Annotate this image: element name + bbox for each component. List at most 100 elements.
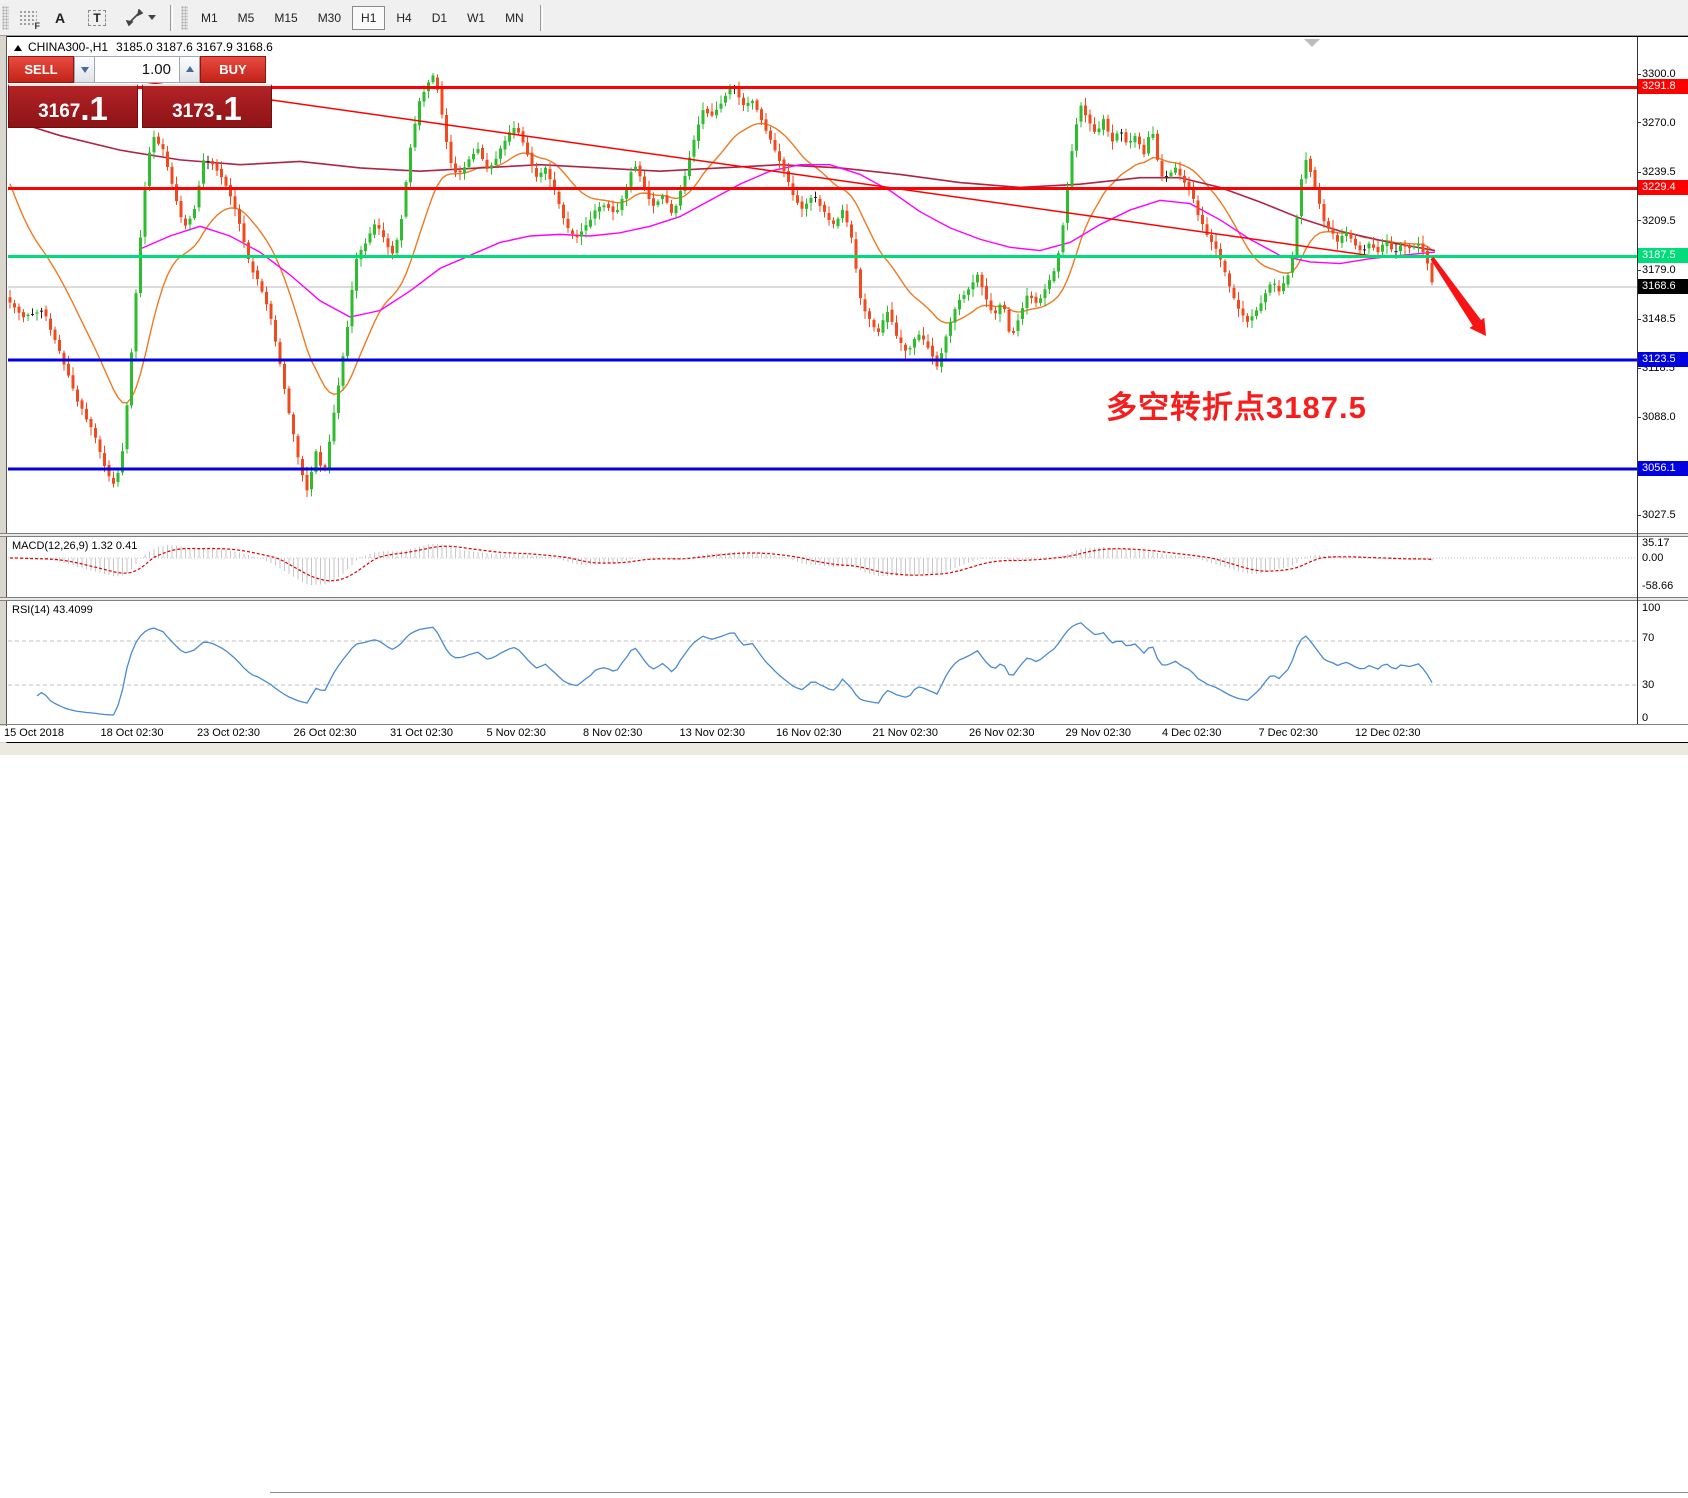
chart-ohlc-readout: 3185.0 3187.6 3167.9 3168.6 bbox=[116, 40, 273, 54]
buy-button[interactable]: BUY bbox=[200, 56, 266, 83]
timeframe-button-H1[interactable]: H1 bbox=[352, 5, 386, 30]
time-label-8: 16 Nov 02:30 bbox=[776, 727, 842, 739]
volume-increase-button[interactable] bbox=[179, 56, 200, 83]
buy-price-fraction: .1 bbox=[214, 90, 242, 127]
sell-price-display[interactable]: 3167 .1 bbox=[8, 84, 138, 128]
price-tick-3209.5: 3209.5 bbox=[1642, 214, 1676, 227]
price-tick-dash bbox=[1637, 318, 1641, 320]
spinner-up-icon bbox=[185, 62, 194, 72]
time-label-0: 15 Oct 2018 bbox=[4, 727, 64, 739]
time-label-5: 5 Nov 02:30 bbox=[486, 727, 546, 739]
one-click-trading-panel: SELL BUY 3167 .1 3173 .1 bbox=[8, 56, 272, 128]
rsi-panel-canvas[interactable] bbox=[8, 601, 1637, 724]
panel-separator bbox=[0, 724, 1688, 725]
timeframe-button-W1[interactable]: W1 bbox=[467, 10, 486, 25]
chart-title: CHINA300-,H1 3185.0 3187.6 3167.9 3168.6 bbox=[14, 40, 273, 54]
sell-price-fraction: .1 bbox=[80, 90, 108, 127]
panel-separator[interactable] bbox=[0, 597, 1688, 601]
time-label-11: 29 Nov 02:30 bbox=[1065, 727, 1131, 739]
price-tick-3148.5: 3148.5 bbox=[1642, 313, 1676, 326]
panel-separator[interactable] bbox=[0, 533, 1688, 537]
macd-axis-label--58.66: -58.66 bbox=[1642, 580, 1674, 592]
cursor-arrow-icon[interactable]: A bbox=[54, 9, 66, 26]
rsi-axis-label-30: 30 bbox=[1642, 679, 1655, 691]
timeframe-button-M15[interactable]: M15 bbox=[274, 10, 298, 25]
timeframe-group: M1 M5 M15 M30 H1 H4 D1 W1 MN bbox=[191, 5, 534, 30]
timeframe-button-M30[interactable]: M30 bbox=[317, 10, 342, 25]
price-tick-3270.0: 3270.0 bbox=[1642, 116, 1676, 129]
toolbar: F A T M1 M5 M15 M30 H1 H4 D1 W1 MN bbox=[0, 0, 1688, 36]
main-chart-canvas[interactable] bbox=[8, 37, 1637, 533]
grid-icon-letter: F bbox=[33, 20, 41, 31]
price-tick-3088.0: 3088.0 bbox=[1642, 411, 1676, 424]
sell-price-main: 3167 bbox=[38, 101, 81, 122]
shapes-dropdown-caret-icon[interactable] bbox=[148, 15, 156, 24]
price-tick-dash bbox=[1637, 122, 1641, 124]
price-tick-3027.5: 3027.5 bbox=[1642, 509, 1676, 522]
price-axis-border bbox=[1637, 37, 1638, 724]
grid-dots-icon: F bbox=[19, 9, 41, 31]
macd-indicator-label: MACD(12,26,9) 1.32 0.41 bbox=[12, 540, 138, 552]
volume-decrease-button[interactable] bbox=[74, 56, 95, 83]
window-left-frame bbox=[0, 36, 7, 743]
price-tick-3300.0: 3300.0 bbox=[1642, 68, 1676, 80]
price-badge-3168.6: 3168.6 bbox=[1638, 278, 1688, 294]
price-tick-dash bbox=[1637, 220, 1641, 222]
status-bar-field bbox=[270, 1492, 1688, 1498]
time-label-4: 31 Oct 02:30 bbox=[390, 727, 453, 739]
buy-price-main: 3173 bbox=[172, 101, 215, 122]
rsi-axis-label-0: 0 bbox=[1642, 712, 1649, 724]
time-label-1: 18 Oct 02:30 bbox=[100, 727, 164, 739]
chart-shift-marker-icon[interactable] bbox=[1304, 39, 1320, 55]
timeframe-button-M5[interactable]: M5 bbox=[237, 10, 255, 25]
buy-price-display[interactable]: 3173 .1 bbox=[142, 84, 272, 128]
time-label-14: 12 Dec 02:30 bbox=[1355, 727, 1421, 739]
timeframe-button-MN[interactable]: MN bbox=[505, 10, 524, 25]
price-tick-dash bbox=[1637, 514, 1641, 516]
price-badge-3056.1: 3056.1 bbox=[1638, 461, 1688, 477]
price-tick-dash bbox=[1637, 269, 1641, 271]
volume-input[interactable] bbox=[95, 56, 179, 83]
time-label-9: 21 Nov 02:30 bbox=[872, 727, 938, 739]
price-tick-3179.0: 3179.0 bbox=[1642, 264, 1676, 277]
price-tick-dash bbox=[1637, 73, 1641, 75]
price-tick-dash bbox=[1637, 367, 1641, 369]
price-badge-3291.8: 3291.8 bbox=[1638, 79, 1688, 95]
toolbar-separator bbox=[539, 4, 543, 31]
toolbar-drag-handle[interactable] bbox=[2, 5, 9, 30]
time-axis[interactable]: 15 Oct 2018 18 Oct 02:30 23 Oct 02:30 26 Oc… bbox=[0, 726, 1688, 742]
panel-expand-icon[interactable] bbox=[14, 41, 22, 51]
chinese-annotation-text: 多空转折点3187.5 bbox=[1106, 390, 1367, 425]
rsi-axis-label-70: 70 bbox=[1642, 632, 1655, 644]
time-label-12: 4 Dec 02:30 bbox=[1162, 727, 1222, 739]
price-badge-3187.5: 3187.5 bbox=[1638, 248, 1688, 264]
price-tick-dash bbox=[1637, 416, 1641, 418]
chart-symbol-period: CHINA300-,H1 bbox=[28, 40, 109, 54]
macd-axis-label-0.00: 0.00 bbox=[1642, 552, 1664, 564]
grid-template-icon[interactable]: F bbox=[15, 5, 41, 31]
price-tick-3239.5: 3239.5 bbox=[1642, 166, 1676, 178]
rsi-axis-label-100: 100 bbox=[1642, 602, 1661, 614]
time-label-13: 7 Dec 02:30 bbox=[1258, 727, 1318, 739]
price-badge-3229.4: 3229.4 bbox=[1638, 180, 1688, 196]
text-label-tool-icon[interactable]: T bbox=[84, 5, 110, 31]
timeframe-button-M1[interactable]: M1 bbox=[201, 10, 218, 25]
time-label-10: 26 Nov 02:30 bbox=[969, 727, 1035, 739]
chart-window bbox=[0, 36, 1688, 743]
time-label-2: 23 Oct 02:30 bbox=[197, 727, 260, 739]
shapes-tool-icon[interactable] bbox=[121, 5, 161, 31]
status-bar bbox=[0, 743, 1688, 1498]
time-label-6: 8 Nov 02:30 bbox=[583, 727, 643, 739]
sell-button[interactable]: SELL bbox=[8, 56, 74, 83]
time-label-7: 13 Nov 02:30 bbox=[679, 727, 745, 739]
toolbar-separator bbox=[170, 4, 173, 31]
price-badge-3123.5: 3123.5 bbox=[1638, 351, 1688, 367]
diagonal-arrows-icon bbox=[126, 8, 144, 26]
macd-axis-label-35.17: 35.17 bbox=[1642, 537, 1670, 549]
macd-panel-canvas[interactable] bbox=[8, 537, 1637, 597]
rsi-indicator-label: RSI(14) 43.4099 bbox=[12, 604, 93, 616]
timeframe-group-handle[interactable] bbox=[181, 5, 188, 30]
timeframe-button-H4[interactable]: H4 bbox=[396, 10, 412, 25]
timeframe-button-D1[interactable]: D1 bbox=[431, 10, 448, 25]
